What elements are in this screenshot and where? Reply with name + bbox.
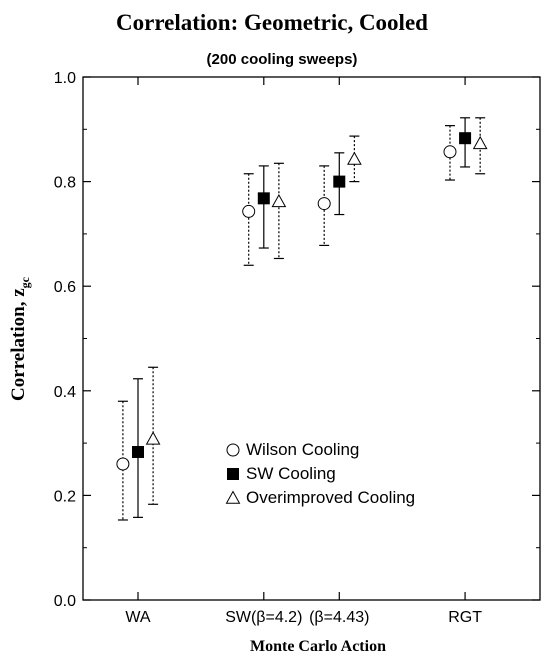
y-axis-label-group: Correlation, zgc xyxy=(8,276,32,401)
x-axis-label: Monte Carlo Action xyxy=(250,638,386,655)
y-tick-label: 0.0 xyxy=(54,593,76,610)
chart-title: Correlation: Geometric, Cooled xyxy=(116,10,428,35)
y-tick-label: 0.2 xyxy=(54,488,76,505)
data-point xyxy=(132,445,144,458)
legend-marker xyxy=(225,490,241,504)
data-point xyxy=(242,204,256,218)
data-point xyxy=(333,175,346,188)
y-axis: 0.0 0.2 0.4 0.6 0.8 1.0 xyxy=(54,70,540,610)
legend-marker xyxy=(226,443,240,457)
x-tick-label: RGT xyxy=(448,609,482,626)
y-tick-label: 1.0 xyxy=(54,70,76,87)
data-point xyxy=(145,431,161,445)
data-point xyxy=(472,135,488,150)
svg-text:Correlation, zgc: Correlation, zgc xyxy=(8,276,32,401)
y-tick-label: 0.8 xyxy=(54,175,76,192)
x-tick-label: SW(β=4.2) xyxy=(225,609,302,626)
data-point xyxy=(271,193,287,208)
x-tick-label: WA xyxy=(125,609,151,626)
data-point xyxy=(317,197,331,211)
legend-label: Overimproved Cooling xyxy=(246,488,415,507)
x-axis: WA SW(β=4.2) (β=4.43) RGT xyxy=(125,77,482,626)
data-point xyxy=(443,145,457,159)
data-point xyxy=(257,192,270,205)
legend-marker xyxy=(227,468,239,480)
y-axis-label: Correlation, z xyxy=(8,288,29,401)
data-point xyxy=(116,457,130,471)
x-tick-label: (β=4.43) xyxy=(309,609,369,626)
data-point xyxy=(459,132,472,145)
legend-label: SW Cooling xyxy=(246,464,336,483)
y-tick-label: 0.4 xyxy=(54,384,76,401)
plot-frame xyxy=(82,76,541,601)
y-tick-label: 0.6 xyxy=(54,279,76,296)
legend: Wilson Cooling SW Cooling Overimproved Coo… xyxy=(225,440,415,507)
data-points xyxy=(116,117,488,521)
legend-label: Wilson Cooling xyxy=(246,440,359,459)
data-point xyxy=(347,151,362,165)
y-axis-label-subscript: gc xyxy=(18,276,32,288)
chart-subtitle: (200 cooling sweeps) xyxy=(207,51,358,68)
